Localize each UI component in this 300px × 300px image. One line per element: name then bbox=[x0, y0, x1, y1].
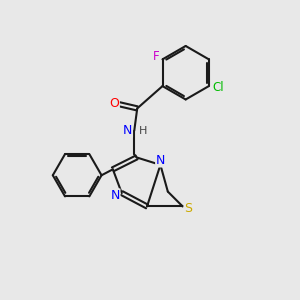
Text: F: F bbox=[153, 50, 160, 63]
Text: O: O bbox=[110, 98, 119, 110]
Text: S: S bbox=[184, 202, 192, 215]
Text: N: N bbox=[123, 124, 132, 137]
Text: H: H bbox=[138, 126, 147, 136]
Text: N: N bbox=[110, 189, 120, 202]
Text: Cl: Cl bbox=[212, 81, 224, 94]
Text: N: N bbox=[156, 154, 165, 167]
